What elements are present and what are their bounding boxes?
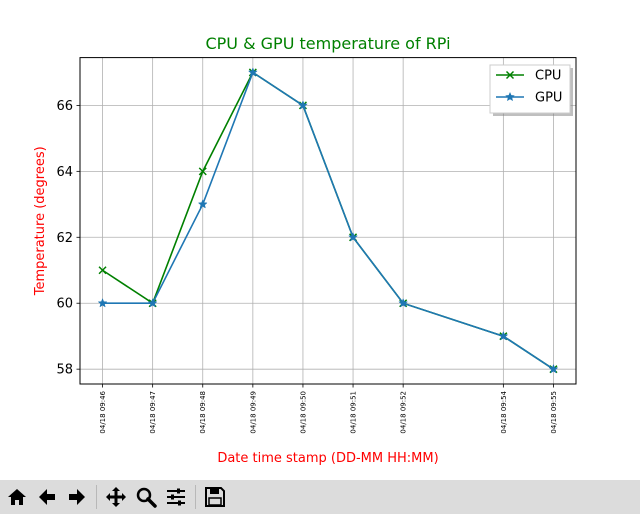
legend-cpu-marker [505,70,515,80]
x-tick-label: 04/18 09:54 [500,390,508,433]
x-tick-label: 04/18 09:51 [350,391,358,434]
sliders-icon [167,488,185,506]
arrow-right-icon [69,489,85,505]
gpu-data-point [298,100,308,110]
x-axis-label: Date time stamp (DD-MM HH:MM) [217,451,438,466]
y-tick-label: 64 [56,165,73,180]
cpu-data-point [98,266,107,275]
home-icon [8,489,26,505]
home-button[interactable] [4,484,30,510]
cpu-data-point [198,167,207,176]
y-tick-label: 66 [56,99,73,114]
toolbar-separator [195,485,196,509]
plot-frame [79,57,577,385]
legend-gpu-label: GPU [535,91,562,106]
y-tick-label: 60 [56,297,73,312]
move-icon [106,487,126,507]
x-tick-label: 04/18 09:48 [199,391,207,434]
navigation-toolbar [0,480,640,514]
line-chart: 04/18 09:46 04/18 09:47 04/18 09:48 04/18 0… [33,34,577,466]
legend: CPU GPU [489,64,573,116]
x-tick-label: 04/18 09:50 [299,391,307,434]
gpu-data-point [247,67,258,77]
x-tick-label: 04/18 09:49 [249,391,257,434]
y-axis-label: Temperature (degrees) [33,146,48,296]
x-tick-label: 04/18 09:55 [550,391,558,434]
toolbar-separator [96,485,97,509]
back-button[interactable] [34,484,60,510]
legend-cpu-label: CPU [535,69,561,84]
gpu-data-point [548,364,559,374]
floppy-disk-icon [205,487,225,507]
forward-button[interactable] [64,484,90,510]
gpu-data-point [348,232,358,242]
gpu-data-point [197,199,208,209]
gpu-data-point [398,298,409,308]
legend-gpu-marker [505,91,515,102]
x-tick-label: 04/18 09:46 [99,390,107,433]
gpu-data-point [147,298,158,308]
magnifier-icon [136,487,157,508]
figure: 04/18 09:46 04/18 09:47 04/18 09:48 04/18 0… [33,34,577,466]
save-button[interactable] [202,484,228,510]
gpu-data-point [498,331,509,341]
y-tick-label: 58 [56,363,73,378]
x-tick-label: 04/18 09:52 [400,391,408,434]
pan-button[interactable] [103,484,129,510]
configure-subplots-button[interactable] [163,484,189,510]
zoom-button[interactable] [133,484,159,510]
chart-title: CPU & GPU temperature of RPi [205,34,450,53]
legend-box [489,64,571,114]
x-tick-label: 04/18 09:47 [149,391,157,434]
gpu-data-point [97,298,108,308]
arrow-left-icon [39,489,55,505]
y-tick-label: 62 [56,231,73,246]
